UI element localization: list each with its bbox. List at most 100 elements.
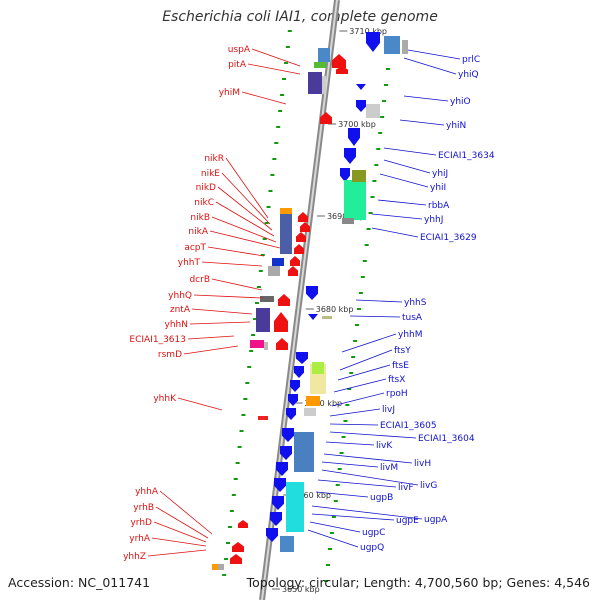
gene-arrow-reverse [280, 446, 292, 460]
gc-dot [331, 516, 336, 518]
gene-label-acpT: acpT [184, 243, 206, 253]
gene-leader-line [151, 537, 207, 547]
gene-leader-line [371, 227, 419, 238]
gene-label-livH: livH [414, 459, 431, 469]
gene-block [260, 296, 274, 302]
gene-label-yhiN: yhiN [446, 121, 466, 131]
gene-arrow-forward [274, 312, 288, 332]
gene-block [318, 48, 330, 62]
gene-leader-line [201, 261, 263, 267]
kbp-tick-label: 3680 kbp [316, 305, 354, 314]
gene-label-yhhN: yhhN [165, 320, 188, 330]
gene-block [308, 72, 322, 94]
gc-dot [243, 398, 248, 400]
gene-block [402, 40, 408, 54]
gc-dot [231, 494, 236, 496]
gene-arrow-forward [300, 222, 310, 232]
gene-block [280, 208, 292, 214]
gc-dot [327, 548, 332, 550]
gene-leader-line [217, 186, 273, 231]
gene-label-yhiQ: yhiQ [458, 70, 479, 80]
gene-label-ftsY: ftsY [394, 346, 411, 356]
gene-label-ugpC: ugpC [362, 528, 385, 538]
gene-label-yrhD: yrhD [130, 518, 152, 528]
gene-arrow-forward [230, 554, 242, 564]
gene-leader-line [317, 479, 397, 488]
gene-block [212, 564, 218, 570]
gc-dot [272, 158, 277, 160]
gene-label-ECIAI1_3604: ECIAI1_3604 [418, 434, 475, 444]
gene-leader-line [187, 335, 235, 340]
gene-label-ugpE: ugpE [396, 516, 419, 526]
gc-dot [345, 404, 350, 406]
gene-label-nikB: nikB [190, 213, 210, 223]
gc-dot [264, 222, 269, 224]
gene-leader-line [329, 431, 417, 439]
gene-arrow-reverse [366, 32, 380, 52]
kbp-tick-label: 3700 kbp [338, 120, 376, 129]
gene-label-yrhB: yrhB [133, 503, 154, 513]
gc-dot [274, 142, 279, 144]
gene-label-yhhK: yhhK [153, 394, 177, 404]
gene-leader-line [153, 521, 207, 543]
gene-arrow-forward [336, 66, 348, 74]
gene-leader-line [371, 213, 423, 220]
gene-label-yhhT: yhhT [178, 258, 201, 268]
gene-leader-line [311, 505, 423, 520]
gene-label-pitA: pitA [228, 60, 247, 70]
kbp-tick-label: 3650 kbp [282, 585, 320, 594]
gene-label-rbbA: rbbA [428, 201, 450, 211]
gene-leader-line [251, 48, 301, 67]
gene-leader-line [333, 378, 387, 393]
gc-dot [360, 276, 365, 278]
gene-label-yhhZ: yhhZ [123, 552, 146, 562]
gene-label-yhiM: yhiM [219, 88, 240, 98]
gc-dot [333, 500, 338, 502]
gene-leader-line [379, 173, 429, 188]
gene-block [250, 340, 264, 348]
gene-arrow-reverse [294, 366, 304, 378]
gene-leader-line [323, 453, 413, 464]
gene-arrow-reverse [306, 286, 318, 300]
gc-dot [329, 532, 334, 534]
gene-leader-line [155, 506, 209, 539]
gene-label-ECIAI1_3613: ECIAI1_3613 [129, 335, 186, 345]
gene-block [294, 432, 314, 472]
gc-dot [268, 190, 273, 192]
gc-dot [258, 270, 263, 272]
gc-dot [353, 340, 358, 342]
gene-block [264, 342, 268, 350]
gc-dot [280, 94, 285, 96]
gene-arrow-reverse [274, 478, 286, 492]
gc-dot [276, 126, 281, 128]
gene-leader-line [403, 57, 457, 75]
gene-leader-line [309, 521, 361, 533]
gene-arrow-reverse [288, 394, 298, 406]
gene-leader-line [183, 345, 239, 355]
gene-leader-line [377, 199, 427, 206]
gene-leader-line [311, 513, 395, 521]
gene-leader-line [191, 308, 253, 315]
gc-dot [382, 100, 387, 102]
gene-leader-line [307, 529, 359, 548]
gene-label-ECIAI1_3634: ECIAI1_3634 [438, 151, 495, 161]
gc-dot [374, 164, 379, 166]
gene-arrow-forward [278, 294, 290, 306]
gene-block [322, 76, 326, 94]
gene-leader-line [211, 216, 277, 243]
gc-dot [370, 196, 375, 198]
gc-dot [241, 414, 246, 416]
gc-dot [237, 446, 242, 448]
gc-dot [337, 468, 342, 470]
gc-dot [385, 68, 390, 70]
gene-label-yhiJ: yhiJ [432, 169, 448, 179]
gene-arrow-forward [288, 266, 298, 276]
gene-block [258, 416, 268, 420]
gene-arrow-reverse [356, 84, 366, 90]
gene-arrow-reverse [282, 428, 294, 442]
gc-dot [383, 84, 388, 86]
gc-dot [235, 462, 240, 464]
gc-dot [372, 180, 377, 182]
gene-label-yhhJ: yhhJ [424, 215, 443, 225]
gc-dot [368, 212, 373, 214]
